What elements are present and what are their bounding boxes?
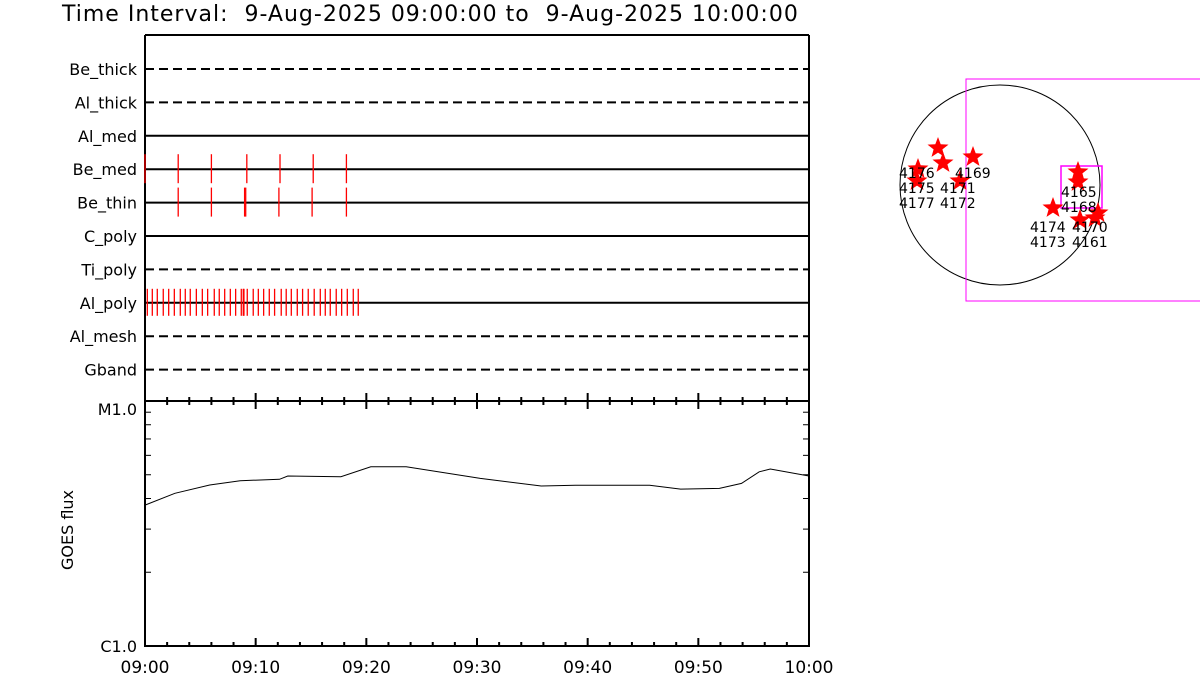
- active-region-star-icon: [1084, 207, 1106, 227]
- y-tick-label-top: M1.0: [98, 400, 137, 419]
- filter-label-al_poly: Al_poly: [80, 294, 137, 314]
- active-region-label: 4173: [1030, 235, 1066, 251]
- goes-flux-panel: M1.0 C1.0 09:00 09:10 09:20 09:30 09:40 09:50 10…: [58, 393, 834, 678]
- active-region-star-icon: [1067, 161, 1089, 181]
- active-region-star-icon: [1069, 209, 1091, 229]
- filter-label-ti_poly: Ti_poly: [80, 260, 137, 280]
- active-region-label: 4169: [955, 166, 991, 182]
- active-region-label: 4168: [1061, 200, 1097, 216]
- active-region-label: 4175: [899, 181, 935, 197]
- fov-box-small: [1060, 165, 1103, 209]
- active-region-label: 4177: [899, 196, 935, 212]
- active-region-star-icon: [906, 170, 928, 190]
- y-tick-label-bottom: C1.0: [100, 637, 137, 656]
- filter-label-al_med: Al_med: [78, 127, 137, 147]
- active-region-star-icon: [1087, 202, 1109, 222]
- x-tick-label: 10:00: [785, 658, 834, 678]
- filter-label-al_mesh: Al_mesh: [70, 327, 137, 347]
- active-region-label: 4161: [1072, 235, 1108, 251]
- fov-box-large: [965, 78, 1200, 302]
- filter-label-be_thin: Be_thin: [77, 194, 137, 214]
- x-tick-label: 09:10: [231, 658, 280, 678]
- active-region-star-icon: [1042, 197, 1064, 217]
- active-region-label: 4174: [1030, 220, 1066, 236]
- filter-label-be_med: Be_med: [73, 160, 137, 180]
- x-tick-label: 09:20: [342, 658, 391, 678]
- active-region-label: 4176: [899, 166, 935, 182]
- active-region-star-icon: [932, 152, 954, 172]
- x-tick-label: 09:50: [674, 658, 723, 678]
- active-region-star-icon: [927, 137, 949, 157]
- filter-label-al_thick: Al_thick: [75, 93, 138, 113]
- filter-label-gband: Gband: [84, 361, 137, 380]
- filter-timeline-panel: Be_thick Al_thick Al_med Be_med Be_thin C_pol…: [69, 34, 810, 401]
- solar-limb: [899, 84, 1101, 286]
- active-region-label: 4165: [1061, 185, 1097, 201]
- active-region-star-icon: [1067, 171, 1089, 191]
- chart-title: Time Interval: 9-Aug-2025 09:00:00 to 9-…: [62, 2, 799, 27]
- goes-frame: [144, 400, 810, 647]
- active-region-label: 4171: [940, 181, 976, 197]
- x-tick-label: 09:00: [121, 658, 170, 678]
- goes-flux-line: [144, 466, 810, 506]
- active-region-star-icon: [949, 170, 971, 190]
- x-tick-label: 09:40: [563, 658, 612, 678]
- x-tick-label: 09:30: [453, 658, 502, 678]
- active-region-label: 4172: [940, 196, 976, 212]
- filter-label-c_poly: C_poly: [84, 227, 137, 247]
- filter-label-be_thick: Be_thick: [69, 60, 137, 80]
- active-region-star-icon: [907, 158, 929, 178]
- y-axis-label: GOES flux: [58, 490, 77, 570]
- active-region-label: 4170: [1072, 220, 1108, 236]
- active-region-star-icon: [962, 146, 984, 166]
